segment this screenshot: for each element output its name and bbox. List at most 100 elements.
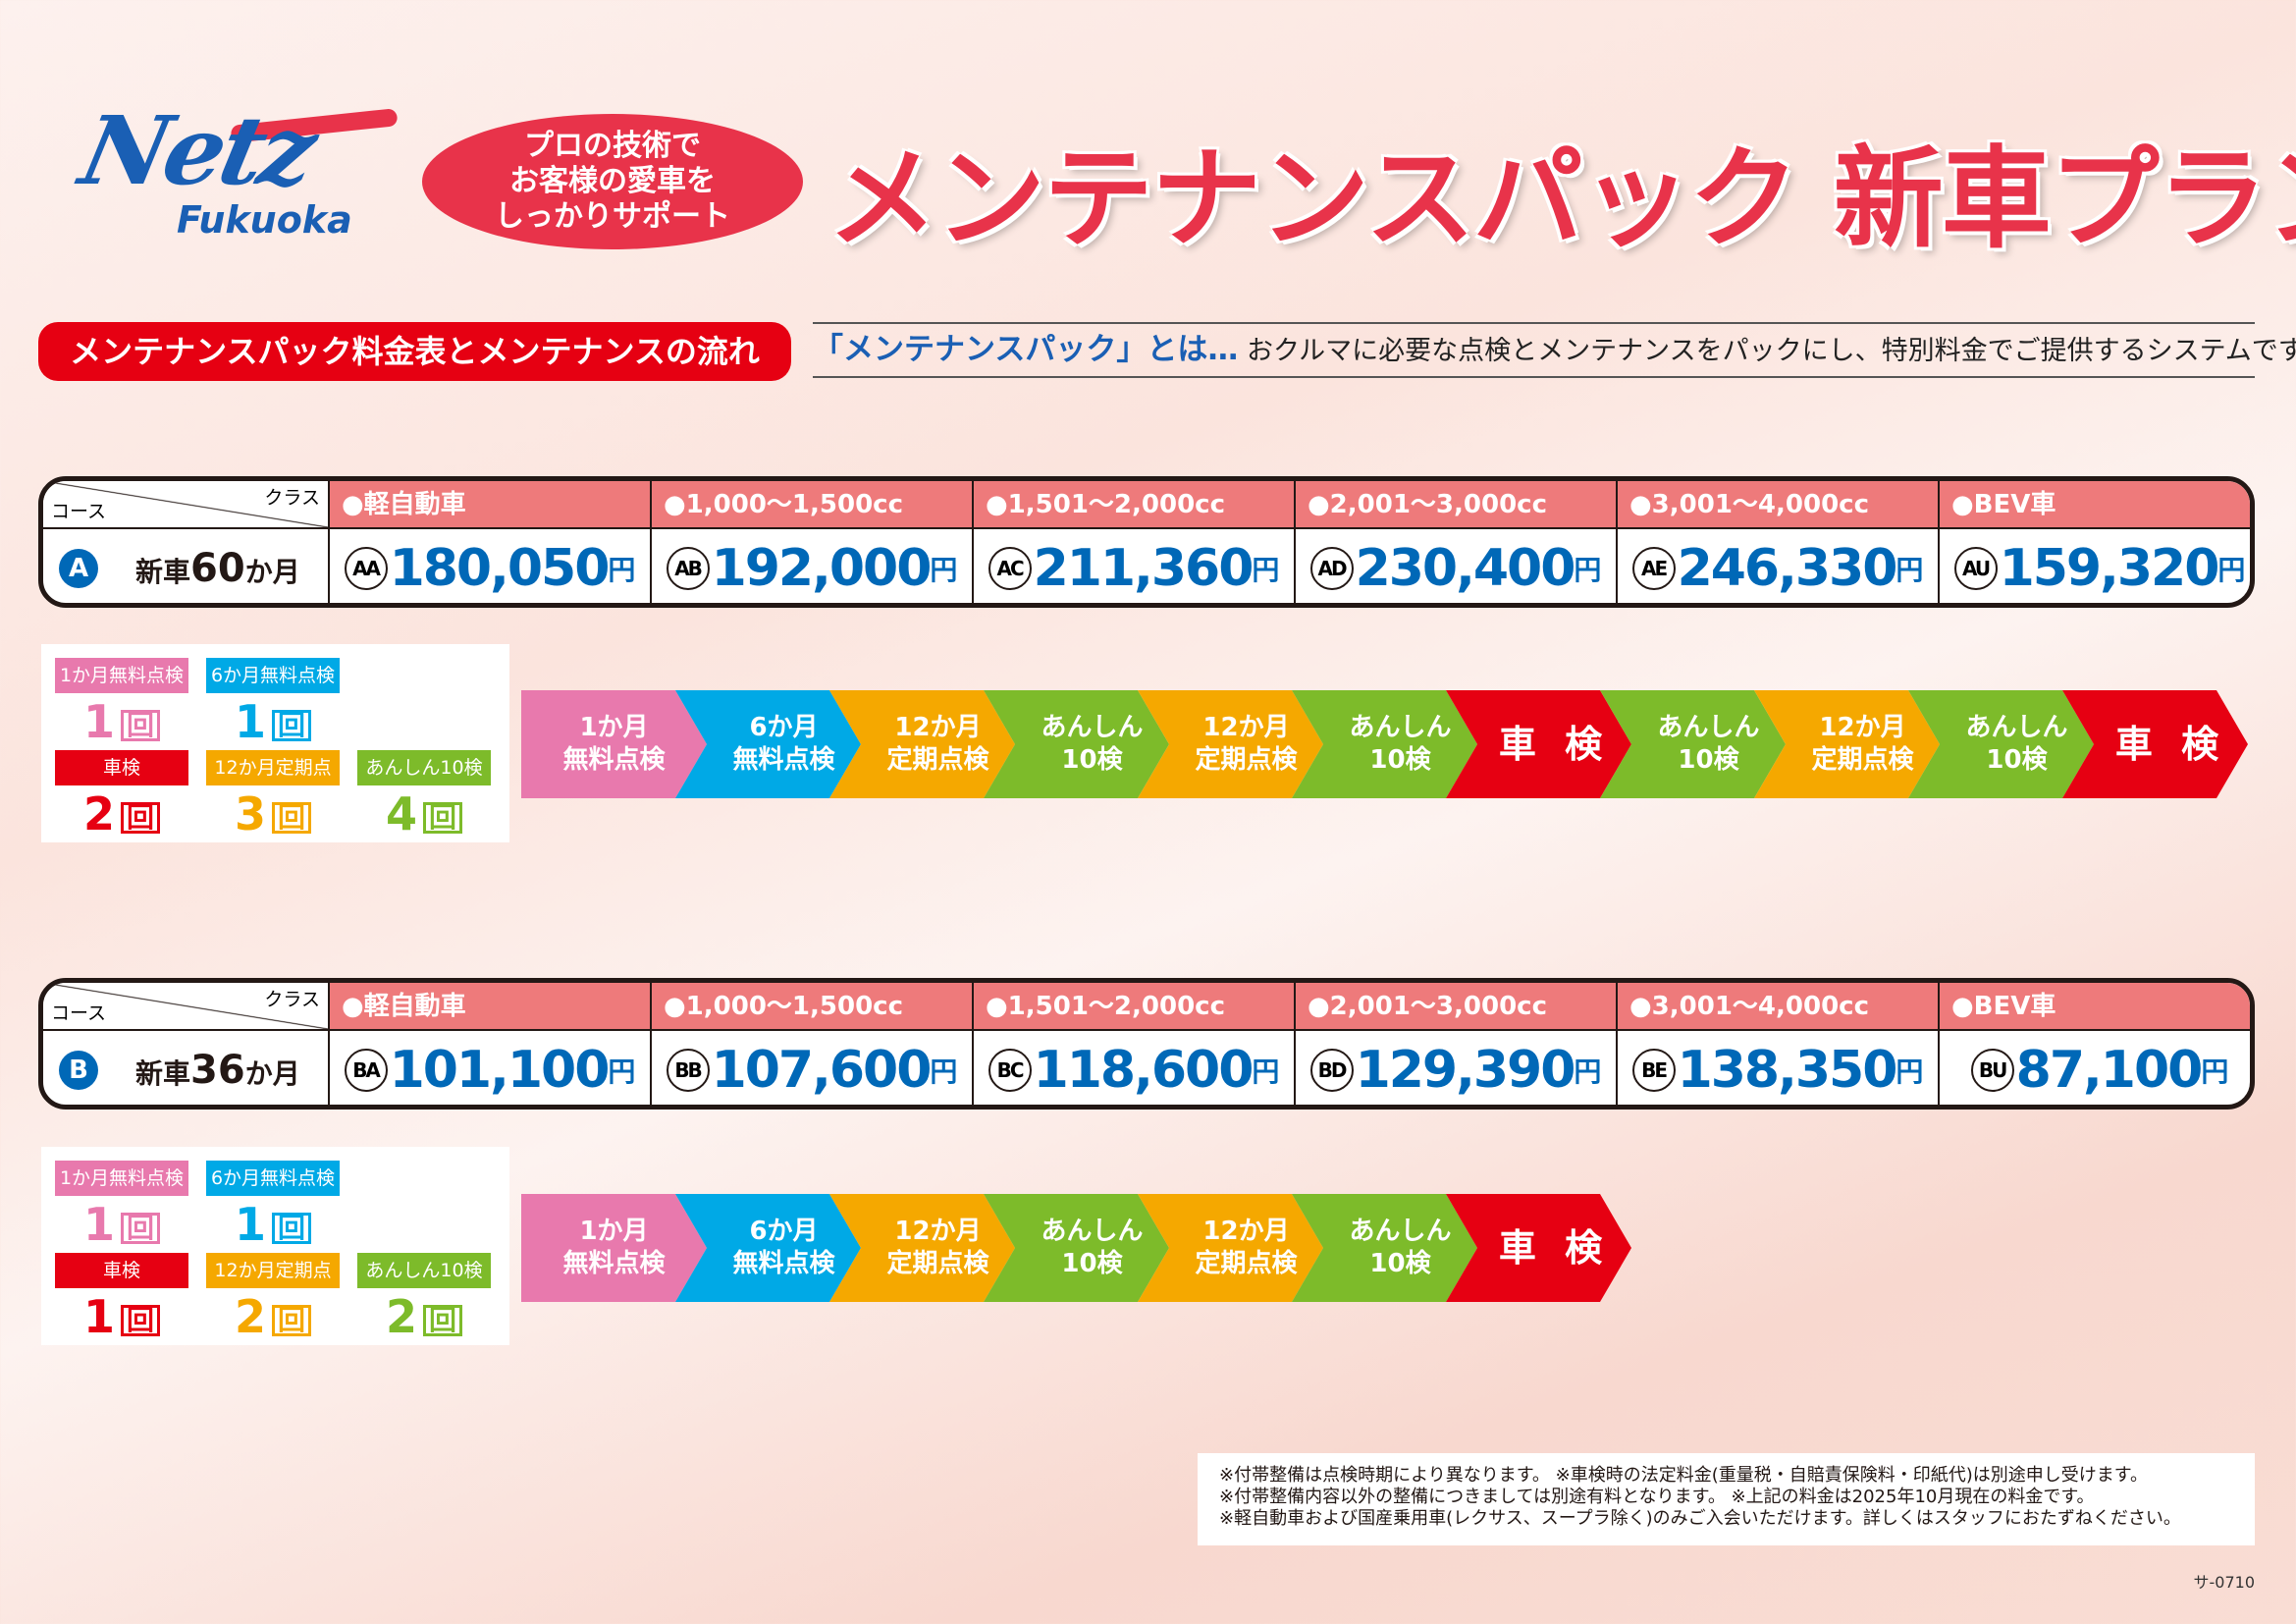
flow-step-line: 定期点検 (1195, 745, 1298, 775)
flow-step-line: 無料点検 (732, 745, 835, 775)
tagline-line: プロの技術で (524, 129, 701, 163)
price-cell: AD 230,400 円 (1296, 529, 1618, 603)
notes: ※付帯整備は点検時期により異なります。 ※車検時の法定料金(重量税・自賠責保険料… (1198, 1453, 2255, 1545)
flow-step-line: 12か月 (1819, 713, 1906, 742)
price-code: AB (666, 547, 710, 590)
class-header-cell: ●1,000～1,500cc (652, 481, 974, 529)
yen-unit: 円 (930, 1056, 958, 1088)
yen-unit: 円 (608, 1056, 636, 1088)
price-code: AU (1953, 547, 1998, 590)
price-value: 192,000 (711, 539, 933, 598)
note: ※付帯整備は点検時期により異なります。 ※車検時の法定料金(重量税・自賠責保険料… (1219, 1465, 2148, 1486)
flow-step: 車 検 (1446, 1194, 1631, 1302)
count-unit: 回 (423, 801, 463, 834)
flow-step-line: 6か月 (749, 1217, 819, 1246)
count-unit: 回 (121, 1212, 161, 1244)
flow-step-line: 1か月 (579, 1217, 649, 1246)
summary-label: 6か月無料点検 (206, 1161, 340, 1196)
table-corner: コース クラス (43, 983, 330, 1031)
page-title: メンテナンスパック 新車プラン (828, 135, 2296, 263)
price-value: 138,350 (1677, 1041, 1898, 1100)
class-header-cell: ●1,501～2,000cc (974, 983, 1296, 1031)
summary-label: 1か月無料点検 (55, 1161, 188, 1196)
flow-step: 12か月 定期点検 (829, 1194, 1015, 1302)
flow-step-line: 10検 (1678, 745, 1739, 775)
summary-label: 車検 (55, 750, 188, 785)
yen-unit: 円 (2201, 1056, 2229, 1088)
count-unit: 回 (121, 709, 161, 741)
price-value: 180,050 (389, 539, 611, 598)
inspection-summary: 1か月無料点検 1 回 6か月無料点検 1 回車検 1 回 12か月定期点検 2 回あんしん10検 2… (41, 1147, 509, 1345)
price-value: 101,100 (389, 1041, 611, 1100)
price-value: 118,600 (1033, 1041, 1255, 1100)
course-name: 新車60か月 (135, 546, 300, 591)
count-unit: 回 (272, 709, 312, 741)
price-cell: AC 211,360 円 (974, 529, 1296, 603)
count-unit: 回 (121, 1304, 161, 1336)
count-unit: 回 (272, 801, 312, 834)
course-badge: A (59, 549, 98, 588)
flow-step-line: 1か月 (579, 713, 649, 742)
price-code: AD (1309, 547, 1354, 590)
price-code: BD (1309, 1049, 1354, 1092)
summary-label: 12か月定期点検 (206, 750, 340, 814)
price-code: AC (988, 547, 1032, 590)
price-cell: BC 118,600 円 (974, 1031, 1296, 1105)
flow-step-line: あんしん (1657, 713, 1760, 742)
flow-step: 6か月 無料点検 (675, 1194, 861, 1302)
tagline-bubble: プロの技術で お客様の愛車を しっかりサポート (422, 114, 803, 249)
yen-unit: 円 (1574, 554, 1602, 586)
price-value: 159,320 (1999, 539, 2220, 598)
price-cell: BE 138,350 円 (1618, 1031, 1940, 1105)
logo-brand: Netz (71, 95, 323, 206)
flow-step-line: 12か月 (1202, 713, 1290, 742)
note: ※付帯整備内容以外の整備につきましては別途有料となります。 ※上記の料金は202… (1219, 1487, 2095, 1507)
price-code: BB (666, 1049, 710, 1092)
count-unit: 回 (121, 801, 161, 834)
price-cell: AU 159,320 円 (1940, 529, 2250, 603)
tagline-line: お客様の愛車を (509, 164, 716, 198)
flow-step-line: 車 検 (1498, 722, 1611, 766)
note: ※軽自動車および国産乗用車(レクサス、スープラ除く)のみご入会いただけます。詳し… (1219, 1508, 2181, 1529)
price-code: BA (344, 1049, 388, 1092)
price-value: 246,330 (1677, 539, 1898, 598)
class-header-cell: ●3,001～4,000cc (1618, 481, 1940, 529)
flow-step: 1か月 無料点検 (521, 1194, 707, 1302)
yen-unit: 円 (1896, 554, 1924, 586)
flow-step-line: あんしん (1349, 1217, 1452, 1246)
netz-fukuoka-logo: Netz Fukuoka (71, 95, 407, 243)
price-code: BC (988, 1049, 1032, 1092)
flow-step-line: 10検 (1369, 1249, 1431, 1278)
price-cell: AA 180,050 円 (330, 529, 652, 603)
course-months: 36 (190, 1048, 245, 1093)
flow-step-line: あんしん (1965, 713, 2068, 742)
price-cell: AB 192,000 円 (652, 529, 974, 603)
class-header-cell: ●2,001～3,000cc (1296, 481, 1618, 529)
summary-label: 12か月定期点検 (206, 1253, 340, 1317)
table-corner: コース クラス (43, 481, 330, 529)
price-value: 230,400 (1355, 539, 1576, 598)
document-code: サ-0710 (2193, 1573, 2256, 1592)
yen-unit: 円 (1574, 1056, 1602, 1088)
flow-step: 1か月 無料点検 (521, 690, 707, 798)
price-value: 87,100 (2015, 1041, 2204, 1100)
summary-label: あんしん10検 (357, 1253, 491, 1288)
class-header: クラス (264, 989, 320, 1010)
yen-unit: 円 (1896, 1056, 1924, 1088)
yen-unit: 円 (2217, 554, 2246, 586)
summary-label: 1か月無料点検 (55, 658, 188, 693)
price-value: 129,390 (1355, 1041, 1576, 1100)
class-header: クラス (264, 487, 320, 509)
class-header-cell: ●1,501～2,000cc (974, 481, 1296, 529)
course-cell: A 新車60か月 (43, 529, 330, 603)
course-badge: B (59, 1051, 98, 1090)
